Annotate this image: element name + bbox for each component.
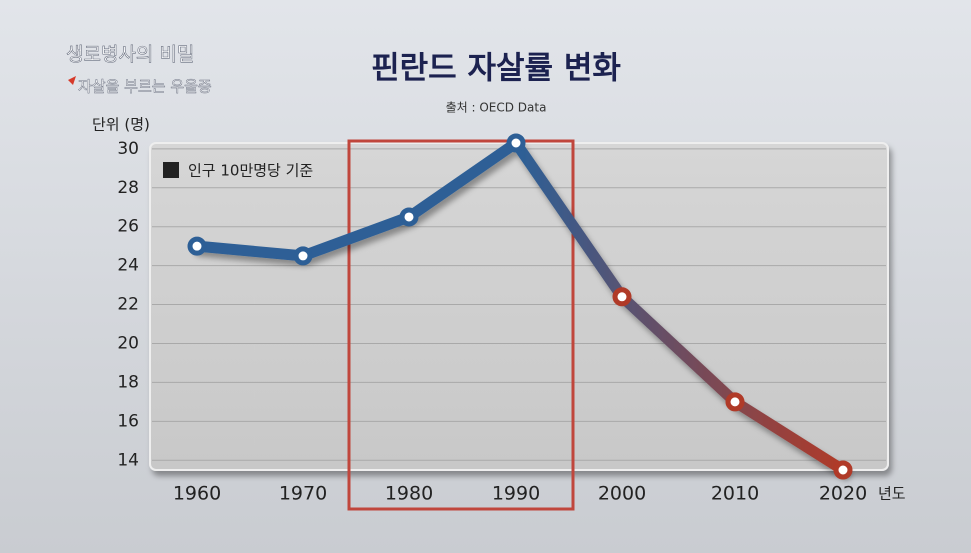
y-tick-label: 30 [117, 139, 139, 159]
legend-label: 인구 10만명당 기준 [188, 162, 313, 180]
logo-title: 생로병사의 비밀 [66, 44, 194, 66]
x-tick-label: 1970 [279, 483, 327, 505]
chart-title: 핀란드 자살률 변화 [371, 51, 621, 87]
x-tick-label: 1990 [492, 483, 540, 505]
data-point [506, 133, 526, 153]
y-tick-label: 18 [117, 372, 139, 392]
grid [152, 148, 886, 461]
logo-mark [68, 76, 76, 85]
data-point [833, 460, 853, 480]
logo-subtitle: 자살을 부르는 우울증 [78, 78, 212, 96]
chart-source: 출처 : OECD Data [446, 101, 547, 115]
data-point [399, 207, 419, 227]
data-point [612, 287, 632, 307]
x-tick-label: 2010 [711, 483, 759, 505]
y-axis-label: 단위 (명) [92, 116, 150, 134]
y-tick-label: 28 [117, 178, 139, 198]
y-tick-label: 14 [117, 450, 139, 470]
highlight-box [347, 139, 575, 511]
y-tick-label: 26 [117, 217, 139, 237]
y-tick-label: 22 [117, 295, 139, 315]
y-tick-label: 16 [117, 411, 139, 431]
y-tick-label: 20 [117, 333, 139, 353]
x-tick-label: 2000 [598, 483, 646, 505]
x-tick-label: 2020 [819, 483, 867, 505]
x-tick-label: 1980 [385, 483, 433, 505]
x-tick-label: 1960 [173, 483, 221, 505]
data-point [187, 236, 207, 256]
data-point [725, 392, 745, 412]
legend-swatch [163, 162, 179, 178]
x-axis-label: 년도 [878, 485, 906, 503]
y-tick-label: 24 [117, 256, 139, 276]
data-point [293, 246, 313, 266]
